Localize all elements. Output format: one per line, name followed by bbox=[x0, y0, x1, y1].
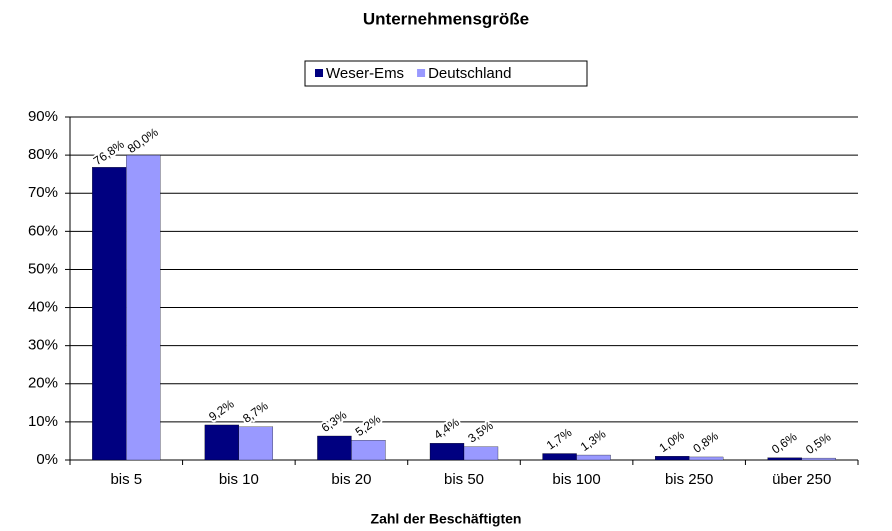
legend-label: Weser-Ems bbox=[326, 65, 404, 82]
y-tick-label: 60% bbox=[28, 222, 58, 239]
y-tick-label: 30% bbox=[28, 337, 58, 354]
bar bbox=[542, 453, 577, 461]
x-tick-label: bis 250 bbox=[665, 471, 713, 488]
bar bbox=[801, 457, 836, 461]
bar bbox=[654, 456, 690, 461]
bar bbox=[238, 426, 274, 461]
y-tick-label: 40% bbox=[28, 299, 58, 316]
y-tick-label: 90% bbox=[28, 108, 58, 125]
bar bbox=[767, 457, 802, 461]
legend: Weser-Ems Deutschland bbox=[304, 60, 588, 87]
bar bbox=[429, 443, 465, 461]
legend-swatch bbox=[315, 69, 323, 77]
bar bbox=[351, 440, 386, 461]
x-tick-label: bis 10 bbox=[219, 471, 259, 488]
legend-swatch bbox=[417, 69, 426, 77]
x-tick-label: über 250 bbox=[772, 471, 831, 488]
y-tick-label: 50% bbox=[28, 260, 58, 277]
bar bbox=[463, 446, 499, 461]
y-tick-label: 70% bbox=[28, 184, 58, 201]
x-axis-title: Zahl der Beschäftigten bbox=[371, 511, 522, 527]
bar bbox=[126, 154, 161, 461]
chart-title: Unternehmensgröße bbox=[363, 9, 529, 28]
y-tick-label: 10% bbox=[28, 413, 58, 430]
bar bbox=[92, 167, 127, 461]
x-tick-label: bis 20 bbox=[331, 471, 371, 488]
y-tick-label: 0% bbox=[36, 451, 58, 468]
y-tick-label: 80% bbox=[28, 146, 58, 163]
bar bbox=[576, 454, 611, 461]
bar bbox=[317, 435, 352, 461]
x-tick-label: bis 5 bbox=[110, 471, 142, 488]
x-tick-label: bis 50 bbox=[444, 471, 484, 488]
legend-box bbox=[304, 60, 588, 87]
y-tick-label: 20% bbox=[28, 375, 58, 392]
bar bbox=[688, 456, 724, 461]
bar bbox=[204, 424, 240, 461]
x-tick-label: bis 100 bbox=[552, 471, 600, 488]
legend-label: Deutschland bbox=[428, 65, 511, 82]
